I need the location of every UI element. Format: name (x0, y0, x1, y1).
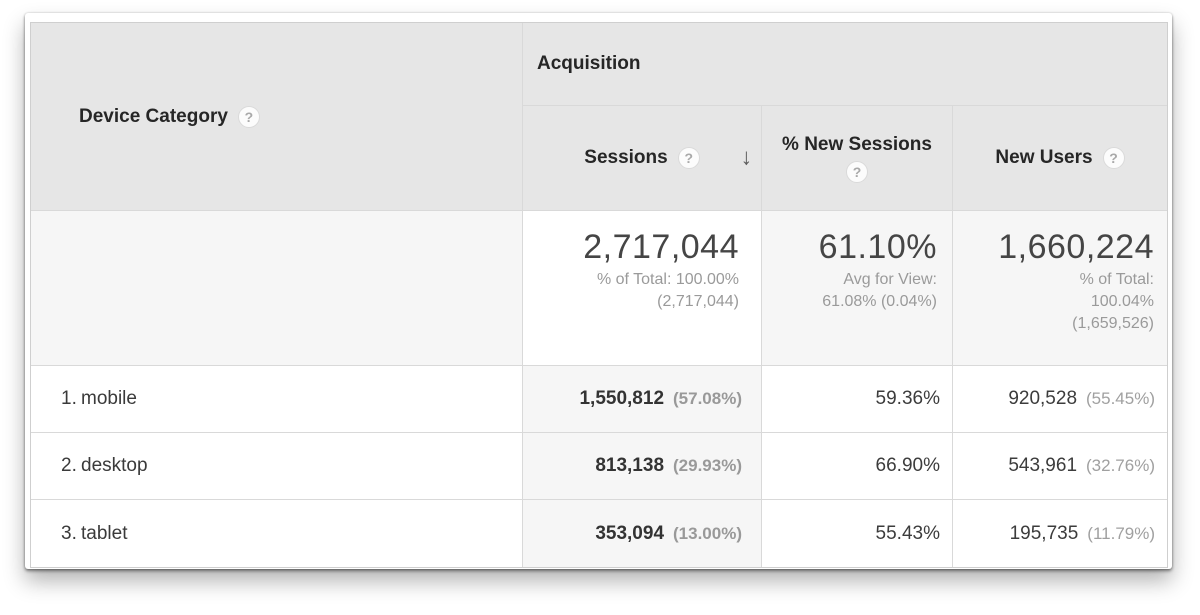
report-card: Device Category ? Acquisition Sessions ?… (25, 13, 1172, 569)
sessions-value: 1,550,812 (579, 388, 665, 409)
sort-descending-icon: ↓ (740, 143, 753, 170)
row-new-sessions-cell: 66.90% (762, 433, 953, 500)
sessions-percent: (29.93%) (673, 456, 742, 475)
sessions-column-header[interactable]: Sessions ? ↓ (523, 106, 762, 211)
new-sessions-avg-note: 61.08% (0.04%) (822, 293, 937, 310)
new-users-value: 920,528 (1008, 388, 1078, 409)
new-sessions-avg-note: Avg for View: (843, 271, 937, 288)
new-users-percent: (55.45%) (1086, 389, 1155, 408)
row-new-users-cell: 543,961 (32.76%) (953, 433, 1167, 500)
table-row-dimension-cell: 1. mobile (31, 366, 523, 433)
new-sessions-value: 55.43% (875, 522, 940, 544)
row-new-users-cell: 920,528 (55.45%) (953, 366, 1167, 433)
new-users-header-label: New Users (995, 147, 1093, 168)
new-users-total-note: 100.04% (1090, 293, 1154, 310)
row-new-sessions-cell: 59.36% (762, 366, 953, 433)
row-sessions-cell: 353,094 (13.00%) (523, 500, 762, 567)
row-sessions-cell: 813,138 (29.93%) (523, 433, 762, 500)
row-new-users-cell: 195,735 (11.79%) (953, 500, 1167, 567)
sessions-value: 813,138 (595, 455, 665, 476)
new-sessions-value: 59.36% (875, 388, 940, 409)
table-row-dimension-cell: 3. tablet (31, 500, 523, 567)
new-users-value: 195,735 (1009, 522, 1079, 544)
sessions-value: 353,094 (595, 522, 665, 544)
row-device-name: tablet (81, 522, 128, 544)
help-icon[interactable]: ? (677, 147, 700, 169)
summary-new-sessions-cell: 61.10% Avg for View: 61.08% (0.04%) (762, 211, 953, 366)
row-rank: 1. (61, 388, 77, 409)
help-icon[interactable]: ? (1102, 147, 1125, 169)
summary-new-users-cell: 1,660,224 % of Total: 100.04% (1,659,526… (953, 211, 1167, 366)
dimension-header-label: Device Category (79, 105, 228, 127)
new-users-column-header[interactable]: New Users ? (953, 106, 1167, 211)
sessions-total: 2,717,044 (583, 228, 739, 266)
new-users-percent: (32.76%) (1086, 456, 1155, 475)
row-rank: 3. (61, 522, 77, 544)
row-device-name: desktop (81, 455, 148, 476)
new-users-total-note: (1,659,526) (1072, 315, 1154, 332)
row-rank: 2. (61, 455, 77, 476)
new-users-total-note: % of Total: (1079, 271, 1154, 288)
new-sessions-header-label: % New Sessions (782, 133, 932, 155)
new-sessions-value: 66.90% (875, 455, 940, 476)
sessions-percent: (13.00%) (673, 523, 742, 543)
new-users-percent: (11.79%) (1087, 523, 1155, 543)
acquisition-group-header: Acquisition (523, 23, 1167, 106)
new-users-value: 543,961 (1008, 455, 1078, 476)
help-icon[interactable]: ? (846, 160, 868, 183)
new-sessions-column-header[interactable]: % New Sessions ? (762, 106, 953, 211)
summary-dimension-cell (31, 211, 523, 366)
sessions-percent: (57.08%) (673, 389, 742, 408)
row-device-name: mobile (81, 388, 137, 409)
row-new-sessions-cell: 55.43% (762, 500, 953, 567)
help-icon[interactable]: ? (237, 105, 260, 128)
sessions-total-note: (2,717,044) (657, 293, 739, 310)
dimension-column-header[interactable]: Device Category ? (31, 23, 523, 211)
device-category-table: Device Category ? Acquisition Sessions ?… (30, 22, 1168, 568)
summary-sessions-cell: 2,717,044 % of Total: 100.00% (2,717,044… (523, 211, 762, 366)
row-sessions-cell: 1,550,812 (57.08%) (523, 366, 762, 433)
sessions-header-label: Sessions (584, 147, 668, 168)
table-row-dimension-cell: 2. desktop (31, 433, 523, 500)
new-users-total: 1,660,224 (998, 228, 1154, 266)
sessions-total-note: % of Total: 100.00% (596, 271, 739, 288)
acquisition-header-label: Acquisition (537, 53, 641, 74)
new-sessions-avg: 61.10% (818, 228, 937, 266)
